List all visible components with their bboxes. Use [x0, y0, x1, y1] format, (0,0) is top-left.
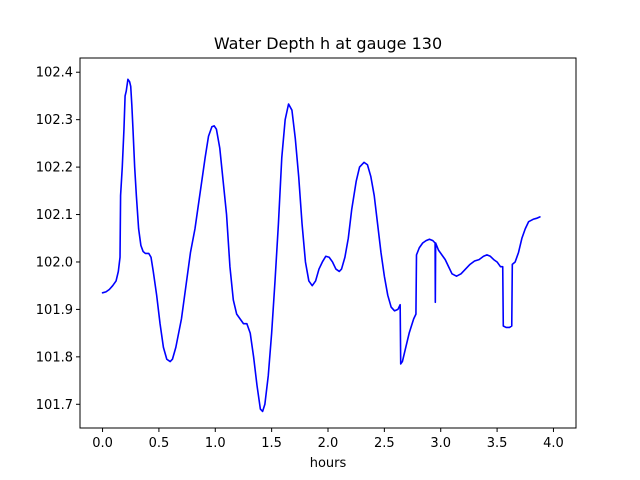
y-tick-label: 101.9 — [36, 303, 73, 318]
chart-title: Water Depth h at gauge 130 — [214, 34, 442, 53]
y-tick-label: 102.1 — [36, 208, 73, 223]
y-tick-label: 102.3 — [36, 113, 73, 128]
series-line — [101, 78, 541, 413]
x-tick-label: 4.0 — [543, 436, 564, 451]
plot-content — [101, 78, 541, 413]
y-tick-label: 101.7 — [36, 398, 73, 413]
y-axis: 101.7 101.8 101.9 102.0 102.1 102.2 102.3 102.4 — [36, 66, 80, 413]
x-tick-label: 3.5 — [487, 436, 508, 451]
x-tick-label: 0.0 — [92, 436, 113, 451]
x-tick-label: 2.0 — [318, 436, 339, 451]
y-tick-label: 101.8 — [36, 350, 73, 365]
x-tick-label: 3.0 — [430, 436, 451, 451]
x-axis: 0.0 0.5 1.0 1.5 2.0 2.5 3.0 3.5 4.0 — [92, 428, 564, 451]
x-tick-label: 1.5 — [261, 436, 282, 451]
x-axis-label: hours — [310, 456, 347, 471]
y-tick-label: 102.0 — [36, 255, 73, 270]
y-tick-label: 102.4 — [36, 66, 73, 81]
x-tick-label: 2.5 — [374, 436, 395, 451]
x-tick-label: 1.0 — [205, 436, 226, 451]
x-tick-label: 0.5 — [149, 436, 170, 451]
y-tick-label: 102.2 — [36, 161, 73, 176]
